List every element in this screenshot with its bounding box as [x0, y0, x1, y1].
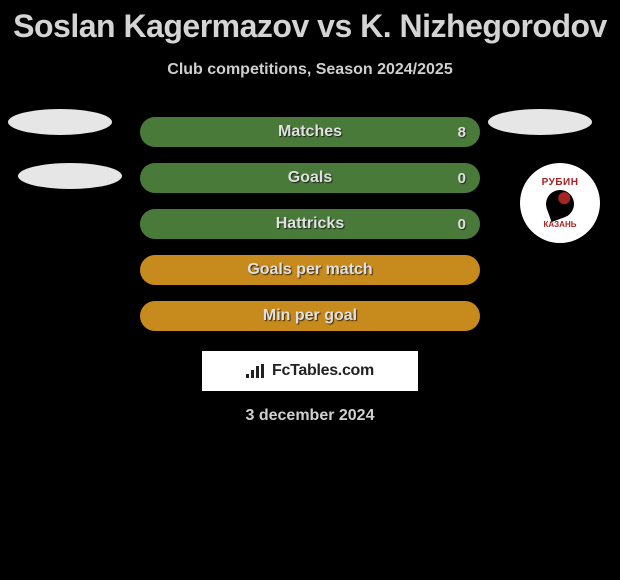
stat-label-goals: Goals: [288, 169, 332, 187]
stat-pill-matches: Matches 8: [140, 117, 480, 147]
stat-row-goals: Goals 0: [0, 155, 620, 201]
stat-row-goals-per-match: Goals per match: [0, 247, 620, 293]
page-title: Soslan Kagermazov vs K. Nizhegorodov: [0, 0, 620, 45]
stat-value-matches: 8: [458, 124, 466, 141]
brand-box[interactable]: FcTables.com: [202, 351, 418, 391]
stat-pill-hattricks: Hattricks 0: [140, 209, 480, 239]
stat-row-hattricks: Hattricks 0: [0, 201, 620, 247]
brand-text: FcTables.com: [272, 362, 374, 380]
stat-label-hattricks: Hattricks: [276, 215, 344, 233]
stat-value-goals: 0: [458, 170, 466, 187]
stat-row-min-per-goal: Min per goal: [0, 293, 620, 339]
stat-pill-min-per-goal: Min per goal: [140, 301, 480, 331]
stats-area: РУБИН КАЗАНЬ Matches 8 Goals 0 Hattricks…: [0, 109, 620, 339]
date-text: 3 december 2024: [0, 407, 620, 425]
subtitle: Club competitions, Season 2024/2025: [0, 61, 620, 79]
stat-pill-goals-per-match: Goals per match: [140, 255, 480, 285]
brand-bars-icon: [246, 364, 266, 378]
stat-value-hattricks: 0: [458, 216, 466, 233]
stat-label-goals-per-match: Goals per match: [247, 261, 372, 279]
stat-pill-goals: Goals 0: [140, 163, 480, 193]
stat-label-matches: Matches: [278, 123, 342, 141]
stat-label-min-per-goal: Min per goal: [263, 307, 357, 325]
stat-row-matches: Matches 8: [0, 109, 620, 155]
